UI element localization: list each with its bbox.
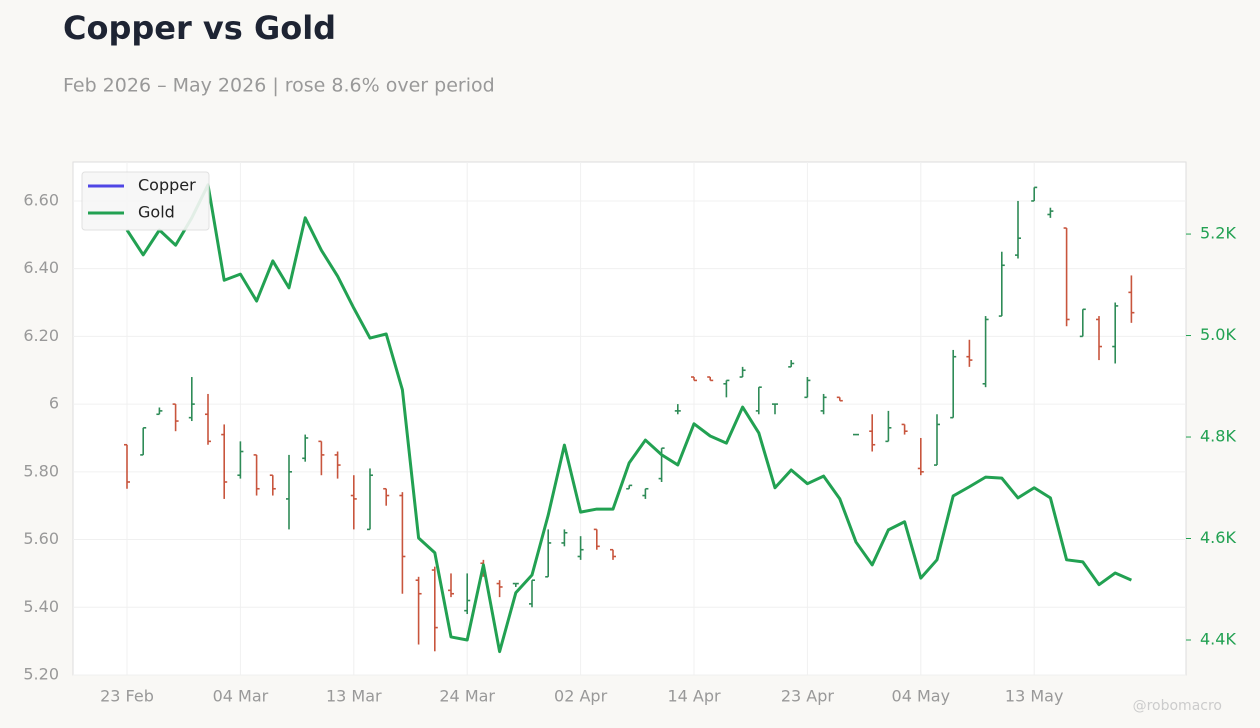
line-series	[125, 183, 1133, 654]
legend-label: Copper	[138, 176, 196, 195]
chart-title: Copper vs Gold	[63, 9, 336, 47]
y2-tick-label: 4.4K	[1200, 629, 1236, 648]
x-tick-label: 13 Mar	[326, 687, 382, 706]
y-tick-label: 6.20	[23, 326, 59, 345]
legend-label: Gold	[138, 203, 175, 222]
x-tick-label: 24 Mar	[439, 687, 495, 706]
x-tick-label: 04 Mar	[213, 687, 269, 706]
y2-tick-label: 5.0K	[1200, 325, 1236, 344]
y-tick-label: 5.20	[23, 665, 59, 684]
plot-area	[72, 161, 1187, 676]
y-tick-label: 6	[49, 394, 59, 413]
x-tick-label: 23 Feb	[100, 687, 154, 706]
y2-tick-label: 5.2K	[1200, 224, 1236, 243]
y2-tick-label: 4.6K	[1200, 528, 1236, 547]
y-tick-label: 6.40	[23, 258, 59, 277]
y2-tick-label: 4.8K	[1200, 427, 1236, 446]
x-tick-label: 04 May	[892, 687, 951, 706]
x-tick-label: 23 Apr	[781, 687, 835, 706]
y-tick-label: 5.60	[23, 529, 59, 548]
x-tick-label: 02 Apr	[554, 687, 608, 706]
y-tick-label: 6.60	[23, 190, 59, 209]
y-tick-label: 5.40	[23, 597, 59, 616]
x-tick-label: 14 Apr	[667, 687, 721, 706]
x-tick-label: 13 May	[1005, 687, 1064, 706]
y-tick-label: 5.80	[23, 461, 59, 480]
chart-subtitle: Feb 2026 – May 2026 | rose 8.6% over per…	[63, 75, 495, 97]
watermark: @robomacro	[1133, 698, 1222, 714]
